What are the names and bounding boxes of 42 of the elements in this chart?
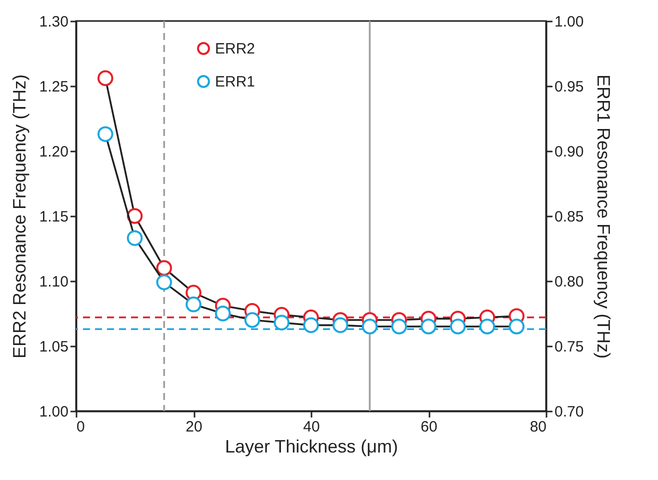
- x-axis-title: Layer Thickness (μm): [224, 436, 398, 456]
- point: [156, 260, 172, 276]
- y-tick-label: 1.05: [39, 338, 68, 356]
- y2-axis-title: ERR1 Resonance Frequency (THz): [594, 74, 614, 359]
- y2-tick-label: 0.90: [554, 144, 584, 160]
- point: [362, 318, 378, 334]
- point: [244, 312, 260, 328]
- y-tick-label: 1.25: [39, 78, 68, 96]
- legend-label: ERR2: [215, 40, 256, 58]
- y-tick-label: 1.20: [39, 144, 68, 160]
- y-tick-label: 1.30: [39, 14, 68, 30]
- point: [479, 318, 496, 334]
- point: [126, 208, 143, 224]
- y2-tick-label: 0.70: [554, 404, 584, 420]
- point: [391, 318, 408, 334]
- point: [126, 230, 143, 246]
- x-tick-label: 80: [530, 418, 546, 436]
- x-tick-label: 0: [76, 418, 85, 436]
- point: [420, 318, 436, 334]
- y2-tick-label: 1.00: [554, 14, 584, 30]
- legend-label: ERR1: [215, 74, 256, 90]
- point: [156, 274, 172, 290]
- y-tick-label: 1.10: [39, 274, 68, 290]
- point: [186, 296, 202, 312]
- y-tick-label: 1.00: [39, 404, 68, 420]
- point: [332, 317, 348, 334]
- point: [508, 318, 525, 334]
- x-tick-label: 40: [303, 418, 320, 436]
- y2-tick-label: 0.80: [554, 274, 584, 290]
- point: [97, 126, 114, 142]
- x-tick-label: 60: [420, 418, 438, 436]
- y-tick-label: 1.15: [39, 208, 68, 226]
- y-axis-title: ERR2 Resonance Frequency (THz): [9, 74, 30, 359]
- y2-tick-label: 0.95: [554, 78, 584, 96]
- y2-tick-label: 0.85: [554, 208, 584, 226]
- point: [97, 70, 114, 86]
- y2-tick-label: 0.75: [554, 338, 584, 356]
- point: [303, 317, 319, 334]
- point: [274, 314, 290, 330]
- x-tick-label: 20: [186, 418, 202, 436]
- point: [214, 306, 231, 322]
- point: [450, 318, 466, 334]
